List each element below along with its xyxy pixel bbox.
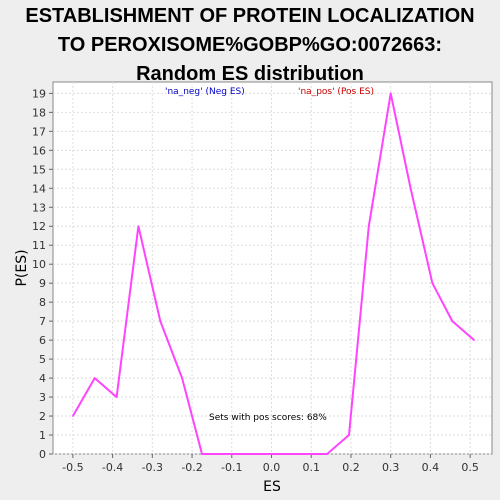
x-tick-label: -0.1 [221,461,242,474]
y-tick-label: 11 [32,239,46,252]
data-point [368,225,370,228]
y-tick-label: 14 [32,182,46,195]
data-point [473,339,475,341]
data-point [72,415,74,417]
y-tick-label: 16 [32,144,46,157]
data-point [137,225,140,228]
y-tick-label: 18 [32,106,46,119]
chart-title-line-2: TO PEROXISOME%GOBP%GO:0072663: [57,34,443,56]
y-tick-label: 12 [32,220,46,233]
y-tick-label: 3 [39,391,46,404]
data-point [348,434,350,436]
y-tick-label: 2 [39,410,46,423]
y-tick-label: 8 [39,296,46,309]
data-point [181,377,183,379]
x-tick-label: -0.2 [181,461,202,474]
chart-title-line-3: Random ES distribution [136,63,364,85]
x-tick-label: -0.3 [142,461,163,474]
series-layer [72,92,475,455]
y-axis-label: P(ES) [14,249,30,286]
y-tick-label: 9 [39,277,46,290]
annotation: Sets with pos scores: 68% [209,413,327,423]
x-axis-label: ES [263,479,281,495]
y-tick-label: 4 [39,372,46,385]
x-tick-label: -0.5 [62,461,83,474]
data-point [389,92,392,95]
y-tick-label: 6 [39,334,46,347]
y-tick-label: 0 [39,448,46,461]
x-tick-label: 0.2 [342,461,360,474]
y-tick-label: 13 [32,201,46,214]
data-point [409,187,412,190]
x-tick-label: 0.1 [302,461,320,474]
plot-area [52,81,493,455]
axis-ticks: -0.5 -0.4 -0.3 -0.2 -0.1 0.0 0.1 0.2 0.3 0.4 0.5 0 1… [32,87,479,474]
y-tick-label: 19 [32,87,46,100]
data-point [201,453,203,455]
y-tick-label: 15 [32,163,46,176]
data-point [93,377,96,379]
y-tick-label: 7 [39,315,46,328]
y-tick-label: 5 [39,353,46,366]
data-point [451,320,454,322]
x-tick-label: 0.5 [461,461,479,474]
x-tick-label: 0.4 [422,461,440,474]
y-tick-label: 1 [39,429,46,442]
y-tick-label: 17 [32,125,46,138]
data-point [159,320,162,322]
y-tick-label: 10 [32,258,46,271]
data-point [431,282,434,284]
x-tick-label: -0.4 [102,461,123,474]
data-point [115,396,118,398]
legend-neg: 'na_neg' (Neg ES) [165,87,245,97]
x-tick-label: 0.0 [263,461,281,474]
chart-title: ESTABLISHMENT OF PROTEIN LOCALIZATION TO… [0,2,500,89]
chart-title-line-1: ESTABLISHMENT OF PROTEIN LOCALIZATION [25,5,475,27]
legend-pos: 'na_pos' (Pos ES) [298,87,374,97]
data-point [326,453,328,455]
x-tick-label: 0.3 [382,461,400,474]
